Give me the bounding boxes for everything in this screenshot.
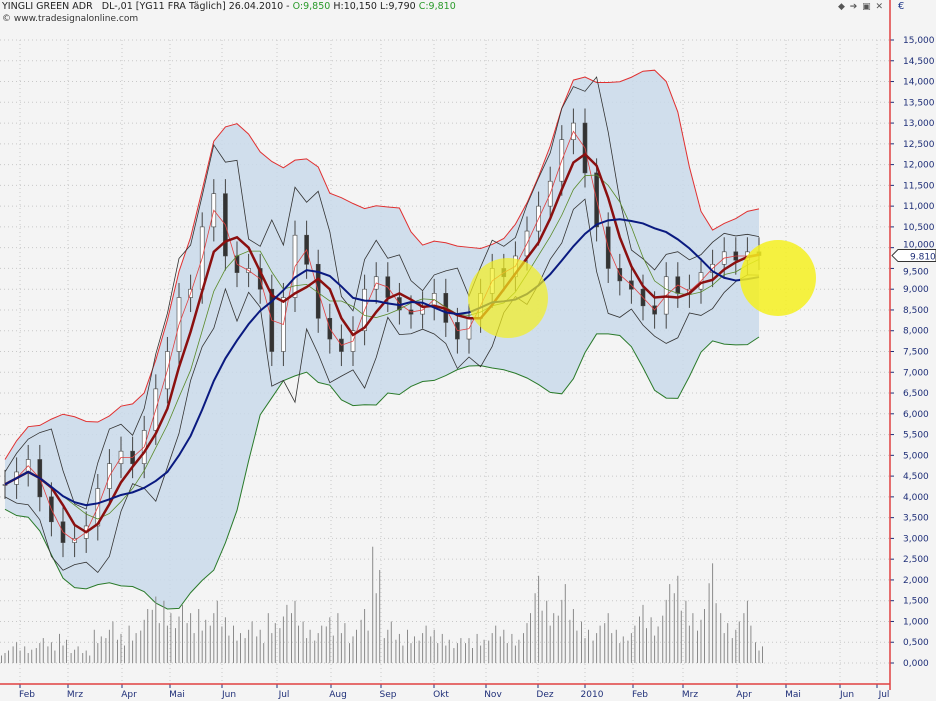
y-tick-label: 3,000 xyxy=(903,534,929,544)
x-tick-label: Nov xyxy=(484,690,502,700)
y-tick-label: 7,000 xyxy=(903,368,929,378)
y-tick-label: 5,500 xyxy=(903,431,929,441)
close-value: C:9,810 xyxy=(418,1,456,12)
y-tick-label: 4,000 xyxy=(903,493,929,503)
y-tick-label: 13,500 xyxy=(903,98,935,108)
x-tick-label: Jul xyxy=(878,690,890,700)
x-tick-label: Jun xyxy=(839,690,854,700)
y-tick-label: 4,500 xyxy=(903,472,929,482)
ma-fast xyxy=(4,130,760,541)
short-band-upper xyxy=(4,76,760,510)
x-tick-label: Apr xyxy=(121,690,137,700)
x-tick-label: Feb xyxy=(632,690,648,700)
y-tick-label: 12,500 xyxy=(903,140,935,150)
x-tick-label: Sep xyxy=(380,690,397,700)
symbol-info: DL-,01 [YG11 FRA Täglich] 26.04.2010 - xyxy=(101,1,290,12)
y-tick-label: 11,000 xyxy=(903,202,935,212)
x-tick-label: Dez xyxy=(536,690,553,700)
y-tick-label: 9,500 xyxy=(903,267,929,277)
y-tick-label: 0,500 xyxy=(903,638,929,648)
y-tick-label: 1,500 xyxy=(903,597,929,607)
last-price-label: 9.810 xyxy=(910,253,936,263)
y-tick-label: 11,500 xyxy=(903,181,935,191)
y-tick-label: 1,000 xyxy=(903,617,929,627)
ma-mid xyxy=(4,174,760,520)
y-tick-label: 14,500 xyxy=(903,57,935,67)
y-tick-label: 2,000 xyxy=(903,576,929,586)
bollinger-band-fill xyxy=(5,70,759,609)
x-tick-label: Aug xyxy=(329,690,347,700)
y-tick-label: 8,000 xyxy=(903,327,929,337)
x-tick-label: Mrz xyxy=(67,690,83,700)
x-tick-label: Jun xyxy=(221,690,236,700)
symbol-name: YINGLI GREEN ADR xyxy=(2,1,93,12)
bollinger-upper xyxy=(4,69,760,460)
x-tick-label: Jul xyxy=(278,690,290,700)
y-tick-label: 10,500 xyxy=(903,223,935,233)
y-tick-label: 6,500 xyxy=(903,389,929,399)
y-tick-label: 7,500 xyxy=(903,348,929,358)
ma-12 xyxy=(4,218,760,507)
y-tick-label: 13,000 xyxy=(903,119,935,129)
short-band-lower xyxy=(4,198,760,574)
y-tick-label: 15,000 xyxy=(903,36,935,46)
y-tick-label: 3,500 xyxy=(903,514,929,524)
highlight-circle xyxy=(468,258,548,338)
window-controls[interactable]: ◆ ➔ ▣ ✕ xyxy=(838,2,885,12)
y-tick-label: 5,000 xyxy=(903,451,929,461)
y-tick-label: 12,000 xyxy=(903,161,935,171)
high-value: H:10,150 xyxy=(333,1,377,12)
y-tick-label: 10,000 xyxy=(903,241,935,251)
x-tick-label: Mrz xyxy=(682,690,698,700)
y-tick-label: 8,500 xyxy=(903,306,929,316)
open-value: O:9,850 xyxy=(292,1,331,12)
x-tick-label: Okt xyxy=(433,690,449,700)
x-tick-label: 2010 xyxy=(581,690,604,700)
x-tick-label: Mai xyxy=(785,690,801,700)
x-tick-label: Feb xyxy=(19,690,35,700)
chart-header: YINGLI GREEN ADR DL-,01 [YG11 FRA Täglic… xyxy=(2,1,456,12)
y-tick-label: 6,000 xyxy=(903,410,929,420)
low-value: L:9,790 xyxy=(379,1,416,12)
last-price-marker xyxy=(891,249,936,263)
x-tick-label: Mai xyxy=(169,690,185,700)
source-credit: © www.tradesignalonline.com xyxy=(2,14,139,24)
y-tick-label: 2,500 xyxy=(903,555,929,565)
x-tick-label: Apr xyxy=(736,690,752,700)
y-tick-label: 0,000 xyxy=(903,659,929,669)
ma-4 xyxy=(4,152,760,534)
currency-label: € xyxy=(898,1,905,12)
y-tick-label: 9,000 xyxy=(903,285,929,295)
bollinger-lower xyxy=(4,333,760,610)
y-tick-label: 14,000 xyxy=(903,78,935,88)
highlight-circle xyxy=(740,240,816,316)
